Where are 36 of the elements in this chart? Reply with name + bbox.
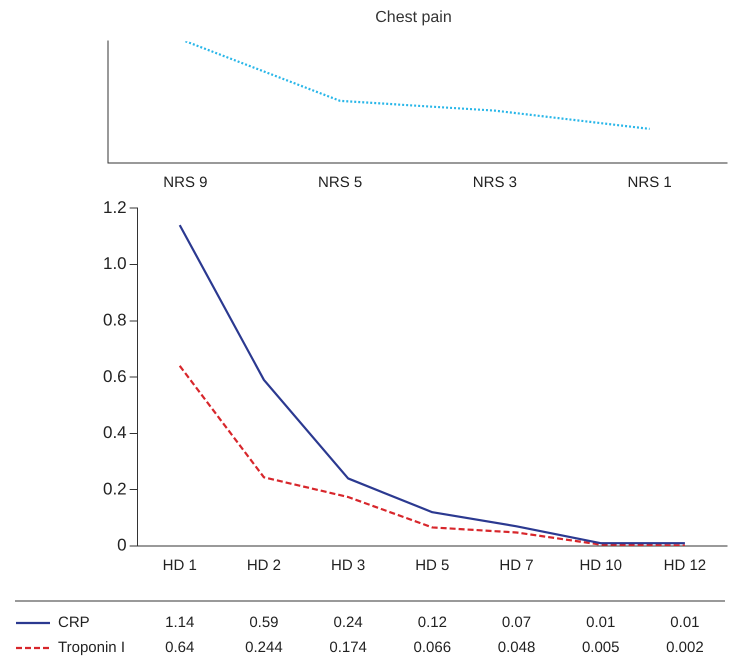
data-label: 0.174 xyxy=(329,639,367,656)
x-tick-label: NRS 9 xyxy=(163,174,208,192)
data-label: 0.12 xyxy=(418,614,447,632)
data-label: 0.07 xyxy=(502,614,532,632)
data-label: 0.01 xyxy=(586,614,616,632)
x-tick-label: HD 3 xyxy=(331,557,366,574)
x-tick-label: NRS 5 xyxy=(318,174,362,192)
legend-label: Troponin I xyxy=(58,639,125,656)
x-tick-label: NRS 1 xyxy=(628,174,672,192)
data-label: 0.066 xyxy=(414,639,452,656)
y-tick-label: 0.8 xyxy=(102,310,127,330)
data-label: 0.048 xyxy=(498,639,536,656)
y-tick-label: 0.2 xyxy=(102,479,127,498)
x-tick-label: HD 12 xyxy=(664,557,706,574)
y-tick-label: 1.2 xyxy=(102,198,127,217)
y-tick-label: 0.6 xyxy=(102,366,127,386)
data-label: 0.59 xyxy=(249,614,279,632)
data-label: 0.005 xyxy=(582,639,620,656)
x-tick-label: HD 7 xyxy=(499,557,534,574)
data-label: 0.01 xyxy=(670,614,700,632)
data-label: 0.24 xyxy=(334,614,363,632)
chart-title: Chest pain xyxy=(375,9,452,26)
line-series xyxy=(178,364,686,546)
data-label: 1.14 xyxy=(165,614,194,632)
y-tick-label: 0 xyxy=(117,536,127,555)
x-tick-label: HD 10 xyxy=(579,557,622,574)
data-label: 0.244 xyxy=(245,639,283,656)
x-tick-label: HD 2 xyxy=(246,557,282,574)
x-tick-label: HD 1 xyxy=(162,557,197,574)
x-tick-label: HD 5 xyxy=(415,557,450,574)
y-tick-label: 1.0 xyxy=(102,254,127,274)
legend-label: CRP xyxy=(58,614,90,632)
x-tick-label: NRS 3 xyxy=(472,174,517,192)
data-label: 0.64 xyxy=(165,639,194,656)
y-tick-label: 0.4 xyxy=(102,423,127,442)
data-label: 0.002 xyxy=(666,639,704,656)
